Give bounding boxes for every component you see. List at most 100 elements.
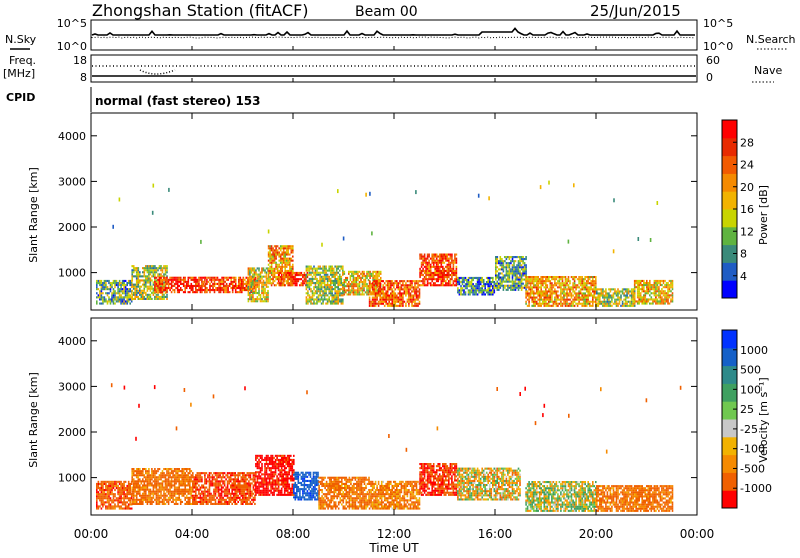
range-cell [215, 283, 217, 285]
range-cell [421, 272, 423, 274]
range-cell [150, 497, 152, 499]
range-cell [160, 283, 162, 285]
range-cell [550, 280, 552, 282]
range-cell [165, 296, 167, 298]
range-cell [434, 256, 436, 258]
range-cell [589, 282, 591, 284]
range-cell [104, 497, 106, 499]
range-cell [475, 285, 477, 287]
range-cell [465, 293, 467, 295]
range-cell [134, 487, 136, 489]
range-cell [613, 198, 615, 202]
range-cell [468, 277, 470, 279]
range-cell [122, 487, 124, 489]
range-cell [96, 303, 98, 305]
range-cell [180, 283, 182, 285]
range-cell [395, 301, 397, 303]
range-cell [468, 279, 470, 281]
range-cell [661, 296, 663, 298]
range-cell [344, 291, 346, 293]
range-cell [153, 288, 155, 290]
range-cell [330, 274, 332, 276]
range-cell [427, 270, 429, 272]
range-cell [421, 274, 423, 276]
range-cell [266, 294, 268, 296]
range-cell [513, 256, 515, 258]
range-cell [342, 282, 344, 284]
power-cells [96, 181, 673, 307]
range-cell [501, 283, 503, 285]
range-cell [139, 290, 141, 292]
range-cell [172, 501, 174, 503]
range-cell [590, 280, 592, 282]
range-cell [275, 264, 277, 266]
range-cell [456, 268, 458, 270]
range-cell [156, 476, 158, 478]
range-cell [257, 292, 259, 294]
range-cell [521, 266, 523, 268]
range-cell [180, 470, 182, 472]
range-cell [634, 296, 636, 298]
range-cell [108, 296, 110, 298]
range-cell [108, 491, 110, 493]
range-cell [171, 277, 173, 279]
range-cell [107, 481, 109, 483]
range-cell [224, 291, 226, 293]
range-cell [578, 301, 580, 303]
range-cell [342, 286, 344, 288]
range-cell [608, 292, 610, 294]
range-cell [407, 284, 409, 286]
range-cell [518, 283, 520, 285]
range-cell [607, 292, 609, 294]
range-cell [663, 298, 665, 300]
range-cell [272, 262, 274, 264]
range-cell [232, 277, 234, 279]
range-cell [334, 286, 336, 288]
range-cell [495, 264, 497, 266]
range-cell [264, 282, 266, 284]
range-cell [312, 270, 314, 272]
range-cell [165, 289, 167, 291]
range-cell [667, 292, 669, 294]
range-cell [322, 290, 324, 292]
range-cell [274, 249, 276, 251]
range-cell [619, 301, 621, 303]
range-cell [136, 267, 138, 269]
range-cell [168, 474, 170, 476]
range-cell [669, 296, 671, 298]
range-cell [252, 292, 254, 294]
range-cell [154, 493, 156, 495]
range-cell [427, 254, 429, 256]
range-cell [382, 299, 384, 301]
range-cell [384, 288, 386, 290]
range-cell [162, 298, 164, 300]
range-cell [336, 286, 338, 288]
range-cell [165, 273, 167, 275]
range-cell [450, 282, 452, 284]
range-cell [450, 284, 452, 286]
range-cell [510, 268, 512, 270]
range-cell [233, 281, 235, 283]
range-cell [156, 495, 158, 497]
range-cell [487, 283, 489, 285]
range-cell [313, 300, 315, 302]
range-cell [554, 282, 556, 284]
range-cell [408, 303, 410, 305]
range-cell [557, 286, 559, 288]
range-cell [471, 281, 473, 283]
range-cell [509, 268, 511, 270]
range-cell [550, 282, 552, 284]
range-cell [325, 266, 327, 268]
range-cell [652, 288, 654, 290]
range-cell [126, 485, 128, 487]
range-cell [445, 256, 447, 258]
range-cell [416, 299, 418, 301]
range-cell [388, 297, 390, 299]
range-cell [282, 278, 284, 280]
beam-label: Beam 00 [355, 4, 418, 20]
range-cell [664, 292, 666, 294]
range-cell [398, 286, 400, 288]
range-cell [107, 501, 109, 503]
range-cell [565, 295, 567, 297]
range-cell [375, 292, 377, 294]
